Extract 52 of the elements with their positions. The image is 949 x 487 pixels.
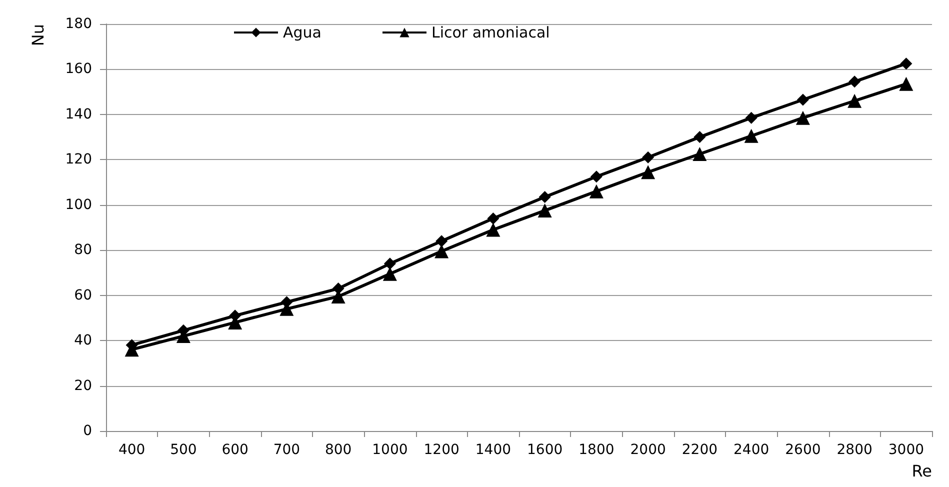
point xyxy=(848,94,862,108)
x-tick-label: 1800 xyxy=(578,442,614,458)
point xyxy=(382,266,397,281)
point xyxy=(641,165,656,180)
legend-label: Agua xyxy=(283,24,322,42)
point xyxy=(796,94,809,106)
y-tick-label: 160 xyxy=(65,61,92,78)
y-tick-label: 120 xyxy=(65,152,92,168)
x-tick-label: 2800 xyxy=(836,442,872,458)
x-tick-label: 2000 xyxy=(630,442,666,458)
y-tick-label: 140 xyxy=(65,106,92,122)
y-tick-label: 100 xyxy=(65,196,92,213)
point xyxy=(642,151,654,164)
point xyxy=(694,131,706,144)
x-tick-label: 1400 xyxy=(475,442,512,458)
x-tick-label: 1200 xyxy=(424,442,460,458)
x-tick-label: 2600 xyxy=(785,442,821,458)
legend-label: Licor amoniacal xyxy=(431,24,550,42)
y-tick-label: 40 xyxy=(74,332,92,349)
x-axis-title: Re xyxy=(912,462,932,480)
x-tick-label: 400 xyxy=(118,442,146,458)
y-tick-label: 80 xyxy=(74,242,92,258)
point xyxy=(796,110,810,125)
point xyxy=(487,212,500,224)
point xyxy=(900,58,912,70)
point xyxy=(589,184,604,198)
point xyxy=(434,244,449,258)
point xyxy=(590,170,602,183)
x-tick-label: 700 xyxy=(273,442,300,458)
x-tick-label: 2400 xyxy=(733,442,770,458)
point xyxy=(538,190,551,203)
point xyxy=(745,112,758,124)
point xyxy=(538,204,552,218)
point xyxy=(744,128,758,143)
y-tick-label: 60 xyxy=(74,287,92,304)
y-axis-title: Nu xyxy=(28,24,48,46)
point xyxy=(899,76,914,91)
point xyxy=(692,147,707,162)
x-tick-label: 2200 xyxy=(682,442,718,458)
x-tick-label: 600 xyxy=(222,442,248,458)
y-tick-label: 0 xyxy=(83,423,92,439)
x-tick-label: 1600 xyxy=(526,442,563,458)
point xyxy=(848,76,861,88)
x-tick-label: 800 xyxy=(324,442,352,458)
y-tick-label: 180 xyxy=(65,16,92,32)
x-tick-label: 500 xyxy=(170,442,197,458)
point xyxy=(384,258,396,270)
x-tick-label: 1000 xyxy=(372,442,408,458)
x-tick-label: 3000 xyxy=(888,442,924,458)
point xyxy=(436,235,448,248)
point xyxy=(486,222,500,237)
y-tick-label: 20 xyxy=(74,378,92,394)
